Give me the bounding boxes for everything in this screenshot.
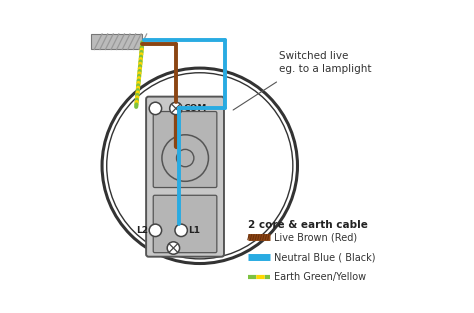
FancyBboxPatch shape	[153, 111, 217, 187]
Circle shape	[149, 224, 162, 237]
Text: COM: COM	[184, 104, 207, 113]
FancyBboxPatch shape	[153, 195, 217, 253]
Text: 2 core & earth cable: 2 core & earth cable	[248, 220, 368, 230]
Text: Switched live
eg. to a lamplight: Switched live eg. to a lamplight	[279, 51, 372, 74]
Circle shape	[167, 242, 180, 254]
Text: Earth Green/Yellow: Earth Green/Yellow	[274, 273, 366, 283]
Circle shape	[149, 102, 162, 115]
Circle shape	[170, 102, 182, 115]
Text: L2: L2	[136, 226, 148, 235]
Bar	[91, 34, 142, 49]
Text: Live Brown (Red): Live Brown (Red)	[274, 232, 357, 242]
Text: L1: L1	[189, 226, 201, 235]
Circle shape	[175, 224, 187, 237]
FancyBboxPatch shape	[146, 97, 224, 257]
Text: Neutral Blue ( Black): Neutral Blue ( Black)	[274, 252, 376, 262]
